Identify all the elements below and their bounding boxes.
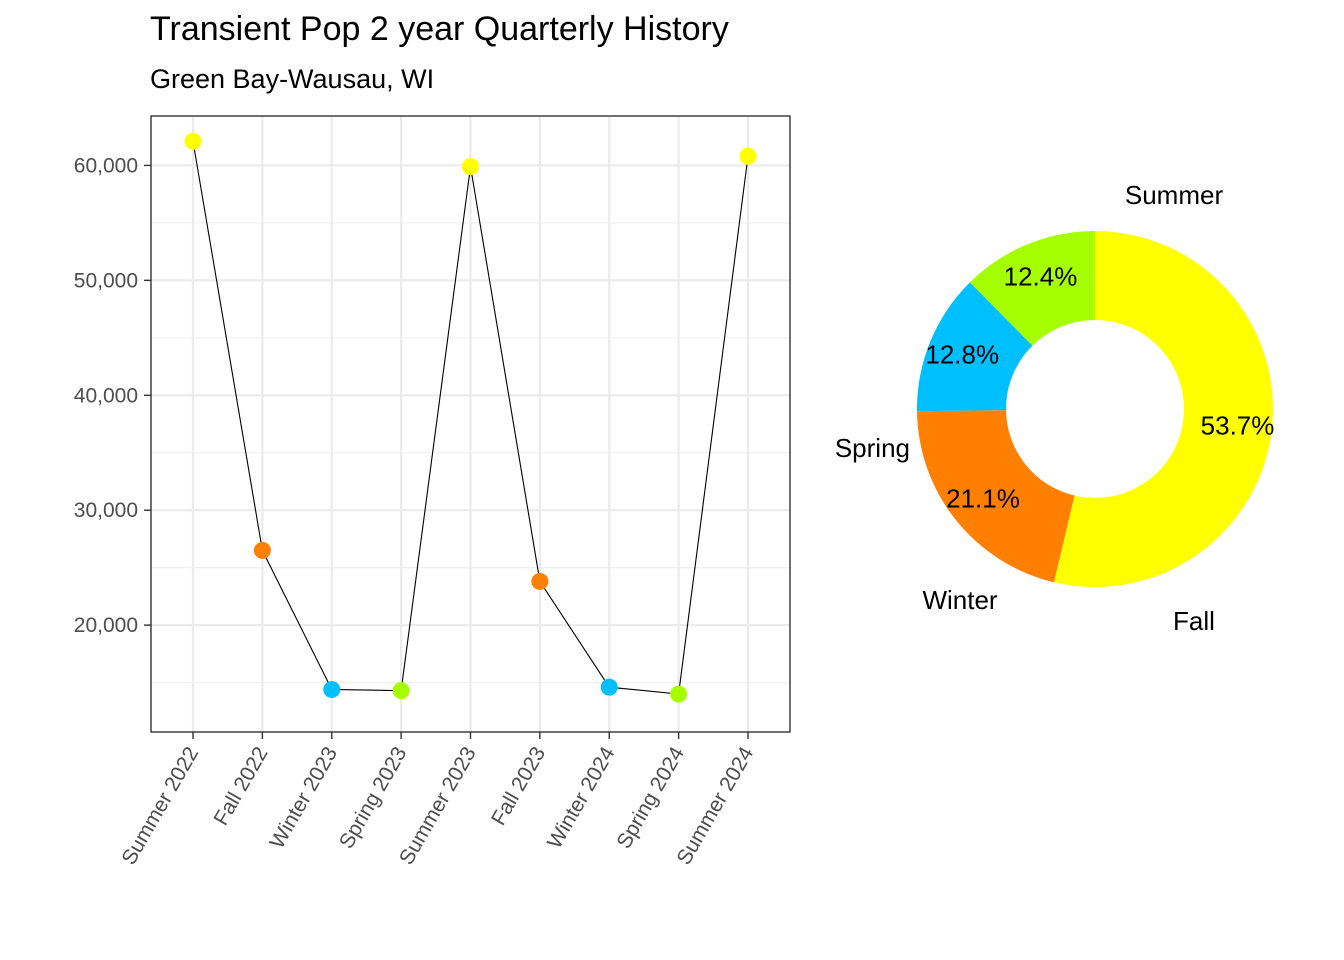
data-point bbox=[739, 147, 757, 165]
donut-percent-labels: 53.7% 21.1% 12.8% 12.4% bbox=[925, 261, 1274, 513]
donut-percent-label: 12.4% bbox=[1004, 261, 1078, 291]
x-tick-label: Winter 2024 bbox=[543, 743, 620, 853]
data-point bbox=[600, 678, 618, 696]
donut-category-label: Winter bbox=[922, 585, 997, 615]
data-points bbox=[184, 132, 757, 703]
x-tick-label: Summer 2022 bbox=[117, 743, 203, 869]
y-tick-label: 30,000 bbox=[74, 499, 138, 522]
donut-slice-fall bbox=[917, 410, 1075, 583]
donut-slice-winter bbox=[917, 282, 1033, 412]
data-point bbox=[462, 158, 479, 176]
x-tick-label: Spring 2023 bbox=[335, 743, 412, 853]
chart-title: Transient Pop 2 year Quarterly History bbox=[150, 10, 729, 48]
x-tick-label: Fall 2022 bbox=[210, 743, 273, 829]
donut-category-label: Spring bbox=[835, 433, 910, 463]
data-point bbox=[253, 541, 271, 559]
x-tick-label: Summer 2024 bbox=[672, 743, 758, 869]
donut-category-labels: Summer Fall Winter Spring bbox=[835, 180, 1224, 636]
x-tick-label: Spring 2024 bbox=[612, 743, 689, 853]
major-gridlines bbox=[151, 116, 790, 732]
donut-category-label: Fall bbox=[1173, 606, 1215, 636]
x-tick-label: Fall 2023 bbox=[487, 743, 550, 829]
y-tick-label: 60,000 bbox=[74, 154, 138, 177]
data-point bbox=[392, 682, 410, 700]
donut-slice-spring bbox=[969, 231, 1095, 346]
y-axis: 20,000 30,000 40,000 50,000 60,000 bbox=[74, 154, 151, 637]
line-chart-panel: 20,000 30,000 40,000 50,000 60,000 Summer 20… bbox=[74, 115, 791, 869]
data-point bbox=[531, 572, 549, 590]
donut-slice-summer bbox=[1053, 231, 1273, 587]
chart-subtitle: Green Bay-Wausau, WI bbox=[150, 64, 435, 94]
donut-percent-label: 21.1% bbox=[946, 484, 1020, 514]
donut-percent-label: 53.7% bbox=[1201, 411, 1275, 441]
y-tick-label: 50,000 bbox=[74, 269, 138, 292]
donut-category-label: Summer bbox=[1125, 180, 1224, 210]
data-point bbox=[670, 685, 688, 703]
y-tick-label: 20,000 bbox=[74, 614, 138, 637]
data-point bbox=[323, 680, 341, 698]
donut-chart-panel: 53.7% 21.1% 12.8% 12.4% Summer Fall Winter Spr… bbox=[835, 180, 1275, 636]
x-tick-label: Winter 2023 bbox=[266, 743, 343, 853]
donut-percent-label: 12.8% bbox=[925, 340, 999, 370]
x-tick-label: Summer 2023 bbox=[395, 743, 481, 869]
data-point bbox=[184, 132, 202, 150]
donut-slices bbox=[917, 231, 1273, 587]
y-tick-label: 40,000 bbox=[74, 384, 138, 407]
